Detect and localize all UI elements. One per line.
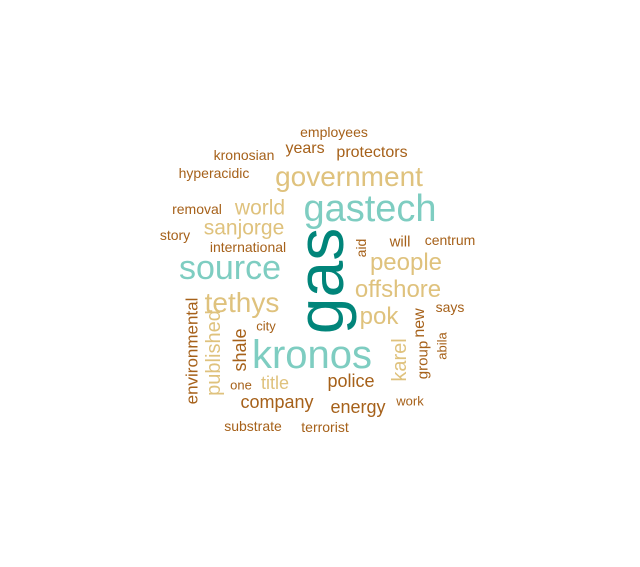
word-energy: energy: [330, 397, 386, 417]
word-pok: pok: [359, 303, 399, 330]
word-aid: aid: [353, 238, 369, 258]
word-gastech: gastech: [303, 188, 437, 230]
word-kronos: kronos: [251, 333, 373, 377]
word-published: published: [203, 310, 225, 396]
word-terrorist: terrorist: [301, 419, 349, 435]
word-kronosian: kronosian: [213, 147, 275, 163]
word-international: international: [209, 239, 287, 255]
word-protectors: protectors: [336, 144, 408, 161]
word-group: group: [414, 340, 432, 380]
word-new: new: [411, 308, 428, 338]
word-karel: karel: [389, 338, 411, 382]
word-sanjorge: sanjorge: [203, 216, 285, 240]
word-people: people: [369, 249, 443, 276]
word-centrum: centrum: [424, 232, 476, 248]
word-company: company: [240, 392, 314, 412]
word-substrate: substrate: [224, 418, 282, 434]
word-offshore: offshore: [354, 276, 442, 303]
word-gas: gas: [283, 227, 357, 335]
word-one: one: [230, 377, 252, 393]
word-says: says: [435, 299, 465, 315]
word-shale: shale: [230, 328, 250, 372]
word-employees: employees: [300, 124, 368, 140]
word-story: story: [159, 227, 191, 243]
word-hyperacidic: hyperacidic: [178, 165, 250, 181]
word-environmental: environmental: [182, 297, 202, 405]
word-tethys: tethys: [204, 287, 280, 318]
word-work: work: [396, 393, 424, 409]
word-title: title: [260, 373, 290, 393]
word-removal: removal: [172, 201, 222, 217]
word-years: years: [285, 140, 325, 157]
word-police: police: [327, 371, 375, 391]
word-city: city: [256, 318, 276, 334]
word-source: source: [178, 249, 282, 287]
word-abila: abila: [434, 332, 450, 360]
word-will: will: [389, 233, 411, 251]
word-government: government: [275, 161, 423, 192]
word-world: world: [234, 196, 286, 220]
